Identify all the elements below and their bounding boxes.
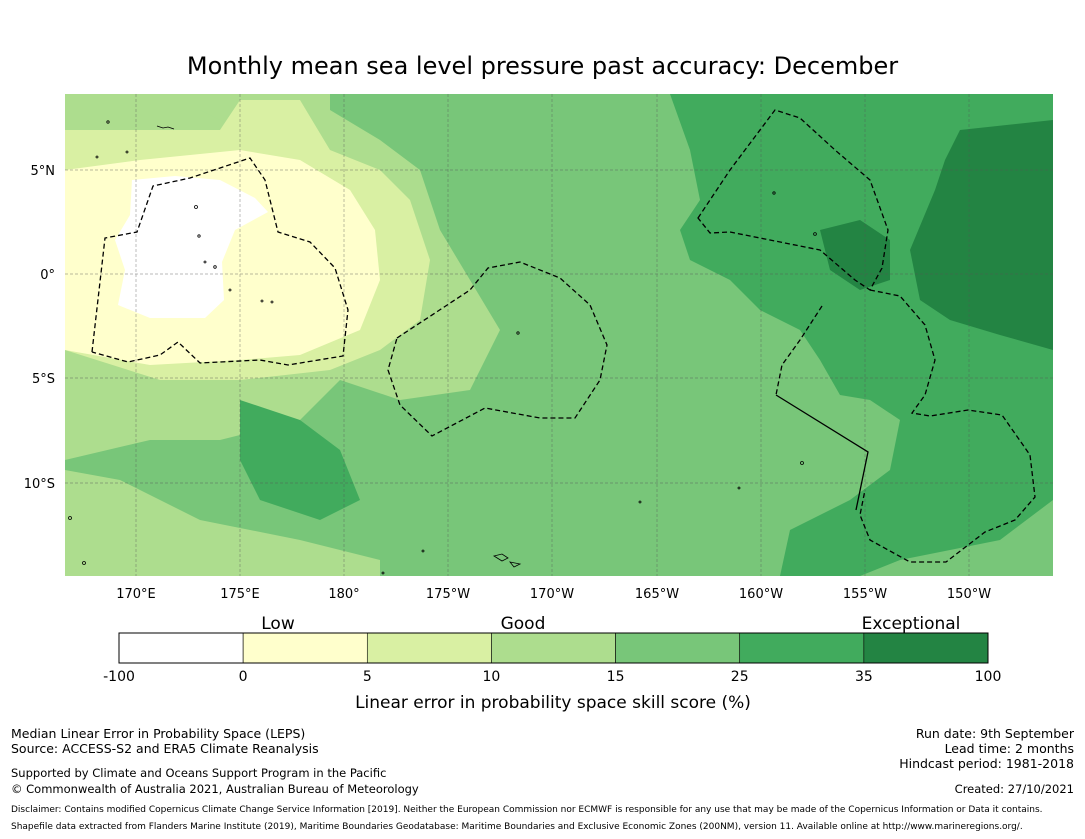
colorbar-tick-label: 15 (607, 669, 625, 685)
created-date: Created: 27/10/2021 (954, 782, 1074, 796)
eez-boundary-central (387, 261, 608, 437)
map-region-exceptional-east (910, 120, 1053, 350)
skill-map (65, 94, 1053, 576)
x-tick-label: 160°W (739, 587, 783, 602)
footer-left-line4: © Commonwealth of Australia 2021, Austra… (11, 782, 419, 796)
eez-boundary-east-mid (775, 305, 823, 396)
map-region-negative (115, 176, 268, 318)
colorbar-tick-label: 0 (239, 669, 248, 685)
colorbar-category-labels: Low Good Exceptional (261, 614, 960, 634)
colorbar-cell (491, 632, 616, 664)
y-tick-labels: 5°N 0° 5°S 10°S (24, 164, 55, 492)
x-tick-label: 170°E (116, 587, 156, 602)
eez-boundary-west (91, 157, 349, 366)
chart-title: Monthly mean sea level pressure past acc… (186, 52, 899, 80)
maritime-boundary-solid (775, 394, 869, 511)
footer-left-line2: Source: ACCESS-S2 and ERA5 Climate Reana… (11, 741, 319, 756)
x-tick-label: 150°W (947, 587, 991, 602)
category-label-low: Low (261, 614, 295, 634)
x-tick-label: 180° (328, 587, 359, 602)
x-tick-label: 170°W (530, 587, 574, 602)
colorbar-cell (366, 632, 492, 664)
colorbar-cell (118, 632, 244, 664)
islands (68, 120, 817, 575)
eez-boundary-east-north (697, 109, 889, 291)
disclaimer: Disclaimer: Contains modified Copernicus… (11, 805, 1043, 815)
colorbar-tick-label: 100 (975, 669, 1002, 685)
map-figure: 170°E 175°E 180° 175°W 170°W 165°W 160°W… (24, 94, 1053, 713)
lead-time: Lead time: 2 months (944, 741, 1074, 756)
x-tick-label: 165°W (635, 587, 679, 602)
map-region-exceptional-patch (820, 220, 890, 290)
shapefile-credit: Shapefile data extracted from Flanders M… (11, 822, 1023, 832)
run-date: Run date: 9th September (915, 726, 1074, 741)
footer-left-line3: Supported by Climate and Oceans Support … (11, 766, 387, 780)
category-label-exceptional: Exceptional (862, 614, 961, 634)
colorbar-cell (242, 632, 368, 664)
colorbar-cell (739, 632, 865, 664)
grid-lines (65, 94, 1053, 576)
colorbar-tick-label: 25 (731, 669, 749, 685)
eez-boundaries (91, 109, 1036, 563)
colorbar-tick-label: 5 (363, 669, 372, 685)
colorbar-tick-label: 35 (855, 669, 873, 685)
colorbar-frame (118, 632, 989, 664)
y-tick-label: 10°S (24, 477, 55, 492)
colorbar-cell (863, 632, 989, 664)
x-tick-label: 175°W (426, 587, 470, 602)
y-tick-label: 5°N (31, 164, 56, 179)
colorbar-label: Linear error in probability space skill … (355, 693, 751, 713)
colorbar-tick-label: -100 (103, 669, 135, 685)
footer-left-line1: Median Linear Error in Probability Space… (11, 726, 306, 741)
x-tick-label: 155°W (843, 587, 887, 602)
colorbar-tick-label: 10 (483, 669, 501, 685)
hindcast-period: Hindcast period: 1981-2018 (899, 756, 1074, 771)
colorbar-tick-labels: -100 0 5 10 15 25 35 100 (103, 669, 1001, 685)
y-tick-label: 5°S (32, 372, 55, 387)
y-tick-label: 0° (40, 268, 55, 283)
colorbar-cell (615, 632, 741, 664)
eez-boundary-east-south (859, 289, 1036, 563)
colorbar: Low Good Exceptional -100 0 5 10 15 25 35 100 L… (103, 614, 1001, 713)
map-region-fair-south (65, 470, 380, 576)
x-tick-labels: 170°E 175°E 180° 175°W 170°W 165°W 160°W… (116, 587, 991, 602)
category-label-good: Good (501, 614, 546, 634)
colorbar-cells (118, 632, 989, 664)
x-tick-label: 175°E (220, 587, 260, 602)
map-region-high-south (240, 400, 360, 520)
